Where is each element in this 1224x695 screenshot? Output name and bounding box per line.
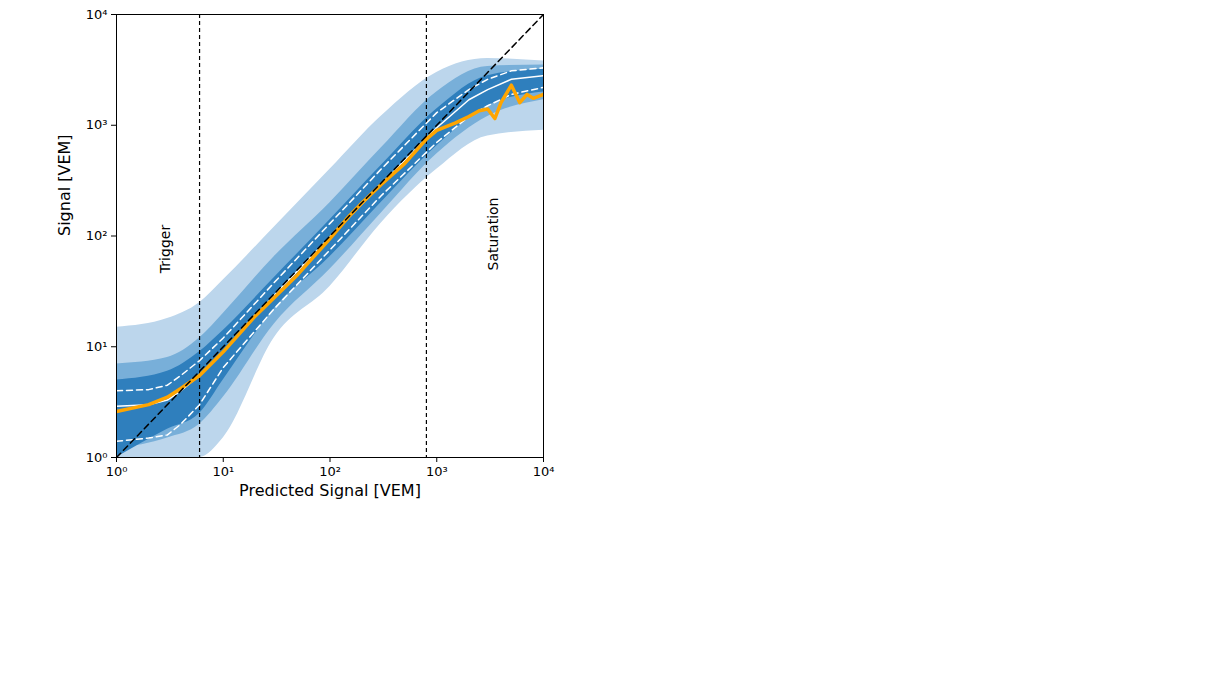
svg-text:Signal [VEM]: Signal [VEM]	[55, 134, 74, 236]
svg-text:10³: 10³	[86, 117, 108, 132]
svg-text:10⁰: 10⁰	[86, 450, 108, 465]
svg-text:10⁰: 10⁰	[106, 464, 128, 479]
svg-text:10¹: 10¹	[86, 339, 108, 354]
svg-text:10²: 10²	[319, 464, 341, 479]
svg-text:10³: 10³	[426, 464, 448, 479]
svg-text:10⁴: 10⁴	[86, 7, 108, 22]
svg-text:10⁴: 10⁴	[533, 464, 555, 479]
svg-text:10²: 10²	[86, 228, 108, 243]
svg-text:10¹: 10¹	[212, 464, 234, 479]
svg-text:Predicted Signal [VEM]: Predicted Signal [VEM]	[239, 481, 421, 500]
svg-text:Trigger: Trigger	[157, 225, 173, 275]
svg-text:Saturation: Saturation	[485, 198, 501, 271]
